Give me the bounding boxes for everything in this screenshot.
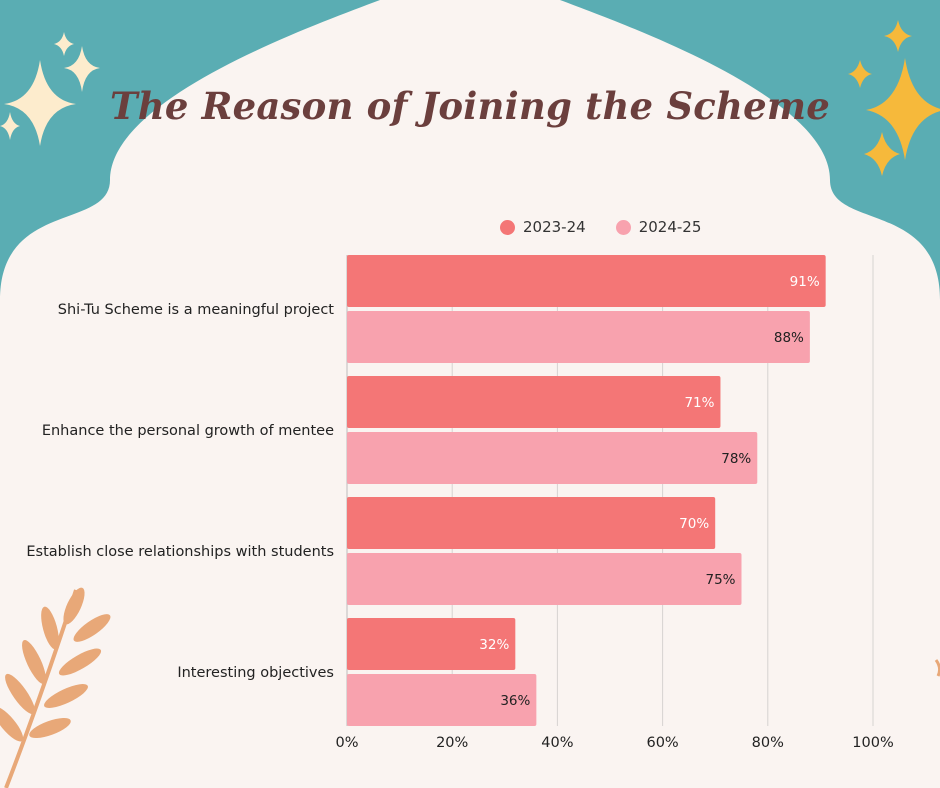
sparkle-cream-icon xyxy=(0,32,100,146)
x-tick-label: 20% xyxy=(436,735,468,751)
legend-item-2024-25: 2024-25 xyxy=(615,218,702,236)
category-label: Establish close relationships with stude… xyxy=(26,544,334,560)
x-tick-label: 0% xyxy=(335,735,358,751)
bar-value-label: 91% xyxy=(790,274,820,290)
chart-legend: 2023-24 2024-25 xyxy=(500,216,701,238)
bar-2023-24 xyxy=(347,497,716,549)
x-tick-label: 40% xyxy=(541,735,573,751)
bar-value-label: 70% xyxy=(679,516,709,532)
bar-value-label: 71% xyxy=(684,395,714,411)
x-tick-label: 60% xyxy=(646,735,678,751)
category-label: Enhance the personal growth of mentee xyxy=(42,423,334,439)
bar-2024-25 xyxy=(347,432,758,484)
legend-item-2023-24: 2023-24 xyxy=(500,218,586,236)
legend-label-2023-24: 2023-24 xyxy=(523,218,586,236)
sparkle-gold-icon xyxy=(848,20,940,176)
bar-2023-24 xyxy=(347,255,826,307)
bar-value-label: 32% xyxy=(479,637,509,653)
category-label: Interesting objectives xyxy=(177,665,334,681)
bar-2024-25 xyxy=(347,674,537,726)
bar-2023-24 xyxy=(347,376,721,428)
x-tick-label: 100% xyxy=(852,735,893,751)
x-tick-label: 80% xyxy=(752,735,784,751)
bar-value-label: 88% xyxy=(774,330,804,346)
bar-2024-25 xyxy=(347,311,810,363)
bar-value-label: 36% xyxy=(500,693,530,709)
legend-swatch-2024-25 xyxy=(615,219,631,235)
legend-label-2024-25: 2024-25 xyxy=(638,218,702,236)
legend-swatch-2023-24 xyxy=(500,219,515,235)
bar-value-label: 75% xyxy=(705,572,735,588)
page-title: The Reason of Joining the Scheme xyxy=(110,84,830,128)
bar-2023-24 xyxy=(347,618,516,670)
leaf-branch-icon xyxy=(0,587,111,788)
bar-2024-25 xyxy=(347,553,742,605)
bar-value-label: 78% xyxy=(721,451,751,467)
category-label: Shi-Tu Scheme is a meaningful project xyxy=(58,302,335,318)
